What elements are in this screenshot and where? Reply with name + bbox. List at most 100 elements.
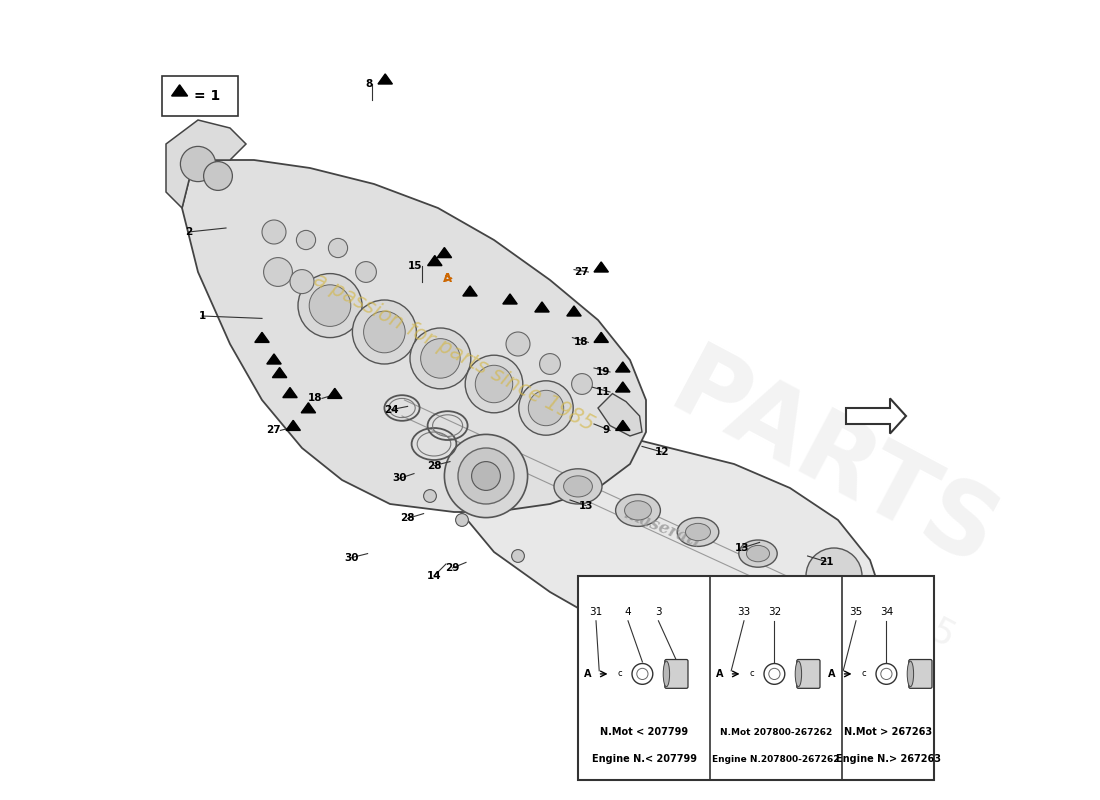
- Ellipse shape: [685, 523, 711, 541]
- Text: 25: 25: [791, 711, 805, 721]
- Ellipse shape: [678, 518, 718, 546]
- Text: 28: 28: [427, 461, 441, 470]
- Circle shape: [827, 642, 840, 654]
- Text: 34: 34: [880, 606, 893, 617]
- Text: 9: 9: [603, 426, 611, 435]
- Circle shape: [805, 681, 816, 692]
- Polygon shape: [255, 332, 270, 342]
- Polygon shape: [273, 367, 287, 378]
- Circle shape: [364, 311, 405, 353]
- Text: Engine N.207800-267262: Engine N.207800-267262: [713, 754, 839, 764]
- Text: 22: 22: [598, 731, 614, 741]
- Text: 4: 4: [625, 606, 631, 617]
- Circle shape: [792, 634, 804, 646]
- FancyBboxPatch shape: [578, 576, 934, 780]
- Ellipse shape: [795, 661, 802, 686]
- Ellipse shape: [908, 661, 914, 686]
- Text: 11: 11: [595, 387, 610, 397]
- Ellipse shape: [625, 501, 651, 520]
- Text: A: A: [827, 669, 835, 679]
- Circle shape: [458, 448, 514, 504]
- FancyBboxPatch shape: [664, 659, 688, 688]
- Text: since 1985: since 1985: [771, 530, 961, 654]
- Circle shape: [540, 354, 560, 374]
- Polygon shape: [846, 398, 906, 434]
- Text: 12: 12: [654, 447, 669, 457]
- Text: N.Mot < 207799: N.Mot < 207799: [600, 727, 689, 737]
- Polygon shape: [286, 420, 300, 430]
- Circle shape: [512, 550, 525, 562]
- Polygon shape: [182, 160, 646, 512]
- Circle shape: [352, 300, 417, 364]
- Polygon shape: [428, 255, 442, 266]
- Polygon shape: [172, 85, 188, 96]
- FancyBboxPatch shape: [909, 659, 932, 688]
- Polygon shape: [594, 332, 608, 342]
- Circle shape: [296, 230, 316, 250]
- Circle shape: [410, 328, 471, 389]
- Text: 27: 27: [266, 426, 280, 435]
- Text: Engine N.< 207799: Engine N.< 207799: [592, 754, 696, 764]
- Text: c: c: [861, 670, 867, 678]
- Circle shape: [519, 381, 573, 435]
- Text: c: c: [750, 670, 755, 678]
- Text: 13: 13: [735, 543, 749, 553]
- Text: N.Mot > 267263: N.Mot > 267263: [844, 727, 932, 737]
- Text: 35: 35: [849, 606, 862, 617]
- Text: 19: 19: [595, 367, 610, 377]
- Text: N.Mot 207800-267262: N.Mot 207800-267262: [719, 728, 832, 737]
- Circle shape: [528, 390, 563, 426]
- Circle shape: [298, 274, 362, 338]
- Polygon shape: [267, 354, 282, 364]
- Polygon shape: [616, 382, 630, 392]
- Polygon shape: [328, 388, 342, 398]
- Ellipse shape: [616, 494, 660, 526]
- Circle shape: [465, 355, 522, 413]
- Circle shape: [786, 700, 798, 711]
- Circle shape: [424, 490, 437, 502]
- Circle shape: [806, 548, 862, 604]
- Text: 1: 1: [198, 311, 206, 321]
- Text: maserati: maserati: [620, 505, 703, 551]
- Text: 30: 30: [393, 474, 407, 483]
- Circle shape: [808, 582, 844, 618]
- Circle shape: [799, 617, 810, 628]
- Ellipse shape: [739, 540, 778, 567]
- Polygon shape: [301, 402, 316, 413]
- Ellipse shape: [663, 661, 670, 686]
- Polygon shape: [283, 387, 297, 398]
- Circle shape: [262, 220, 286, 244]
- Text: 27: 27: [574, 267, 589, 277]
- Circle shape: [475, 366, 513, 402]
- Text: 17: 17: [815, 623, 829, 633]
- Text: 26: 26: [816, 691, 831, 701]
- Text: 8: 8: [365, 79, 373, 89]
- Polygon shape: [616, 362, 630, 372]
- Polygon shape: [566, 306, 581, 316]
- Polygon shape: [166, 120, 246, 208]
- Ellipse shape: [747, 546, 770, 562]
- Text: A: A: [443, 272, 452, 285]
- FancyBboxPatch shape: [796, 659, 820, 688]
- Circle shape: [444, 434, 528, 518]
- Text: 21: 21: [818, 557, 834, 566]
- Circle shape: [455, 514, 469, 526]
- Circle shape: [848, 622, 860, 634]
- Polygon shape: [535, 302, 549, 312]
- Circle shape: [309, 285, 351, 326]
- Circle shape: [506, 332, 530, 356]
- Text: 18: 18: [308, 394, 322, 403]
- Text: 29: 29: [446, 563, 460, 573]
- Text: A: A: [716, 669, 723, 679]
- Text: A: A: [584, 669, 591, 679]
- Text: 3: 3: [656, 606, 662, 617]
- Polygon shape: [463, 286, 477, 296]
- Text: 31: 31: [590, 606, 603, 617]
- Text: 18: 18: [574, 338, 589, 347]
- Circle shape: [264, 258, 293, 286]
- Circle shape: [329, 238, 348, 258]
- Text: 30: 30: [344, 553, 359, 562]
- Ellipse shape: [563, 476, 593, 497]
- Text: 13: 13: [579, 501, 593, 510]
- Polygon shape: [594, 262, 608, 272]
